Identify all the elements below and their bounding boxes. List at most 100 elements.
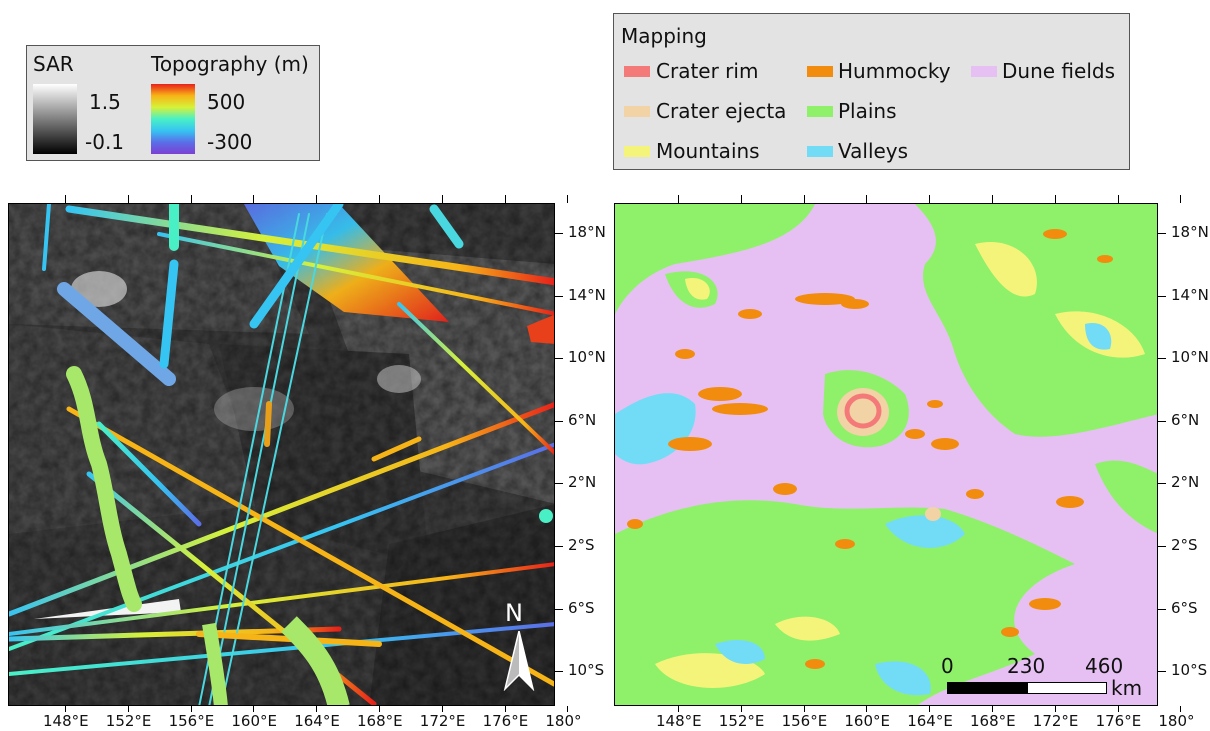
mountains-label: Mountains bbox=[656, 139, 760, 163]
left-lat-tick-right bbox=[555, 608, 563, 610]
left-lat-tick-right bbox=[555, 233, 563, 234]
left-lat-tick-right bbox=[555, 358, 563, 360]
right-lon-label: 168°E bbox=[970, 712, 1016, 730]
left-lon-label: 148°E bbox=[43, 712, 89, 730]
left-lon-label: 176°E bbox=[482, 712, 529, 730]
left-lat-label: 10°S bbox=[568, 661, 605, 680]
right-lon-tick-top bbox=[678, 195, 679, 203]
dune-fields-swatch bbox=[971, 66, 997, 77]
right-lon-label: 172°E bbox=[1032, 712, 1079, 730]
right-lat-label: 6°N bbox=[1171, 410, 1200, 429]
right-lat-tick-right bbox=[1158, 233, 1166, 234]
north-arrow: N bbox=[499, 599, 539, 694]
right-lon-tick-bottom bbox=[803, 706, 805, 712]
scale-bar-tick-1: 230 bbox=[1007, 654, 1046, 678]
left-lon-label: 172°E bbox=[419, 712, 466, 730]
left-lat-label: 2°S bbox=[568, 536, 595, 554]
left-lat-tick-right bbox=[555, 295, 563, 297]
left-lon-tick-top bbox=[441, 195, 443, 203]
left-lon-tick-top bbox=[504, 195, 506, 203]
right-lon-label: 156°E bbox=[781, 712, 828, 730]
left-lat-label: 6°N bbox=[568, 410, 597, 429]
left-lon-tick-bottom bbox=[127, 706, 129, 712]
right-lon-tick-bottom bbox=[992, 706, 993, 712]
left-lon-label: 180° bbox=[545, 712, 582, 730]
left-lat-tick-right bbox=[555, 483, 563, 485]
left-lon-tick-bottom bbox=[316, 706, 318, 712]
right-lon-tick-top bbox=[1054, 195, 1056, 203]
right-lon-tick-top bbox=[1180, 195, 1182, 203]
right-lat-label: 18°N bbox=[1171, 223, 1209, 241]
mountains-swatch bbox=[624, 146, 650, 157]
dune-fields-label: Dune fields bbox=[1002, 59, 1115, 83]
geomorphology-map[interactable]: 0 230 460 km bbox=[614, 203, 1158, 706]
right-lat-label: 10°N bbox=[1171, 348, 1209, 367]
left-lon-tick-bottom bbox=[504, 706, 506, 712]
left-lon-tick-bottom bbox=[253, 706, 255, 712]
crater-ejecta-swatch bbox=[624, 106, 650, 117]
left-lon-tick-top bbox=[567, 195, 569, 203]
left-lat-label: 10°N bbox=[568, 348, 606, 367]
right-lon-tick-top bbox=[929, 195, 931, 203]
right-lat-tick-right bbox=[1158, 608, 1166, 610]
right-lat-label: 2°S bbox=[1171, 536, 1198, 554]
right-lat-tick-right bbox=[1158, 546, 1166, 547]
right-lat-label: 14°N bbox=[1171, 285, 1209, 304]
right-lon-tick-bottom bbox=[929, 706, 931, 712]
left-lon-label: 156°E bbox=[168, 712, 215, 730]
sar-topography-legend: SAR 1.5 -0.1 Topography (m) 500 -300 bbox=[26, 45, 320, 161]
topography-legend-min: -300 bbox=[207, 130, 253, 154]
scale-bar-white-segment bbox=[1027, 682, 1107, 694]
left-lon-tick-bottom bbox=[567, 706, 569, 712]
right-lon-tick-top bbox=[866, 195, 868, 203]
left-lon-tick-bottom bbox=[379, 706, 380, 712]
right-lon-label: 164°E bbox=[907, 712, 953, 730]
right-lat-label: 6°S bbox=[1171, 598, 1198, 617]
left-lon-tick-bottom bbox=[65, 706, 66, 712]
crater-rim-label: Crater rim bbox=[656, 59, 759, 83]
right-lat-tick-right bbox=[1158, 358, 1166, 360]
right-lon-tick-bottom bbox=[1180, 706, 1182, 712]
left-lat-label: 6°S bbox=[568, 598, 595, 617]
hummocky-label: Hummocky bbox=[838, 59, 951, 83]
right-lon-tick-bottom bbox=[866, 706, 868, 712]
left-lon-tick-top bbox=[190, 195, 192, 203]
left-lat-tick-right bbox=[555, 671, 563, 673]
right-lat-label: 2°N bbox=[1171, 473, 1200, 492]
left-lon-label: 152°E bbox=[105, 712, 152, 730]
right-lon-tick-bottom bbox=[740, 706, 742, 712]
right-lon-label: 180° bbox=[1158, 712, 1195, 730]
geomorphology-map-graphic bbox=[615, 204, 1157, 705]
right-lon-tick-top bbox=[1117, 195, 1119, 203]
right-lon-label: 176°E bbox=[1095, 712, 1142, 730]
mapping-legend: Mapping Crater rim Hummocky Dune fields … bbox=[613, 13, 1130, 170]
right-lat-tick-right bbox=[1158, 295, 1166, 297]
topography-legend-title: Topography (m) bbox=[151, 52, 309, 76]
right-lon-tick-bottom bbox=[1117, 706, 1119, 712]
scale-bar-tick-0: 0 bbox=[941, 654, 954, 678]
right-lon-tick-bottom bbox=[678, 706, 679, 712]
right-lat-label: 10°S bbox=[1171, 661, 1208, 680]
sar-topography-map[interactable]: N bbox=[8, 203, 555, 706]
left-lon-tick-bottom bbox=[441, 706, 443, 712]
left-lon-label: 160°E bbox=[231, 712, 277, 730]
valleys-label: Valleys bbox=[838, 139, 909, 163]
left-lon-tick-top bbox=[127, 195, 129, 203]
left-lat-label: 18°N bbox=[568, 223, 606, 241]
north-arrow-icon bbox=[503, 631, 535, 691]
sar-map-graphic bbox=[9, 204, 554, 705]
plains-label: Plains bbox=[838, 99, 897, 123]
mapping-legend-title: Mapping bbox=[621, 24, 707, 48]
right-lon-tick-top bbox=[803, 195, 805, 203]
left-lat-label: 14°N bbox=[568, 285, 606, 304]
north-arrow-label: N bbox=[505, 599, 523, 627]
right-lon-label: 152°E bbox=[718, 712, 765, 730]
left-lon-tick-bottom bbox=[190, 706, 192, 712]
left-lat-tick-right bbox=[555, 420, 563, 422]
hummocky-swatch bbox=[807, 66, 833, 77]
sar-legend-title: SAR bbox=[33, 52, 74, 76]
right-lon-tick-bottom bbox=[1054, 706, 1056, 712]
right-lon-label: 148°E bbox=[656, 712, 702, 730]
topography-colorbar bbox=[151, 84, 195, 154]
scale-bar-black-segment bbox=[947, 682, 1027, 694]
